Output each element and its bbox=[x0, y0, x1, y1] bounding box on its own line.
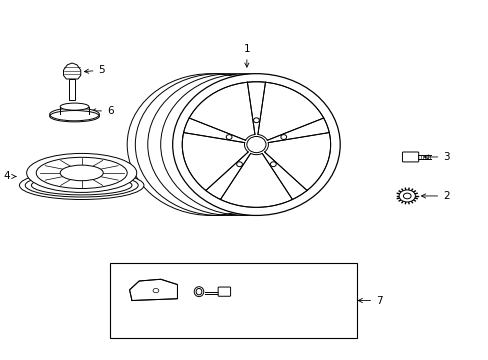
Ellipse shape bbox=[403, 193, 410, 199]
Text: 6: 6 bbox=[91, 106, 114, 116]
Ellipse shape bbox=[31, 176, 132, 195]
Text: 1: 1 bbox=[243, 44, 250, 67]
Text: 7: 7 bbox=[358, 296, 382, 306]
Polygon shape bbox=[129, 279, 177, 301]
Ellipse shape bbox=[60, 103, 89, 110]
Ellipse shape bbox=[196, 288, 202, 295]
Ellipse shape bbox=[226, 135, 231, 139]
Ellipse shape bbox=[236, 162, 242, 167]
Ellipse shape bbox=[194, 287, 203, 297]
Ellipse shape bbox=[50, 108, 99, 121]
Ellipse shape bbox=[36, 157, 127, 189]
Bar bbox=[110, 263, 356, 338]
Ellipse shape bbox=[253, 118, 259, 123]
Ellipse shape bbox=[398, 190, 414, 202]
Ellipse shape bbox=[280, 135, 286, 139]
Ellipse shape bbox=[270, 162, 276, 167]
Text: 5: 5 bbox=[84, 65, 105, 75]
FancyBboxPatch shape bbox=[218, 287, 230, 296]
Ellipse shape bbox=[60, 165, 103, 181]
Ellipse shape bbox=[25, 174, 138, 197]
Polygon shape bbox=[63, 63, 81, 79]
Text: 4: 4 bbox=[3, 171, 16, 181]
Ellipse shape bbox=[172, 74, 340, 215]
Ellipse shape bbox=[246, 136, 265, 153]
Text: 2: 2 bbox=[421, 191, 449, 201]
Ellipse shape bbox=[153, 288, 159, 293]
FancyBboxPatch shape bbox=[402, 152, 418, 162]
Ellipse shape bbox=[20, 171, 143, 199]
Ellipse shape bbox=[27, 153, 137, 192]
Bar bbox=[69, 79, 75, 100]
Text: 3: 3 bbox=[424, 152, 449, 162]
